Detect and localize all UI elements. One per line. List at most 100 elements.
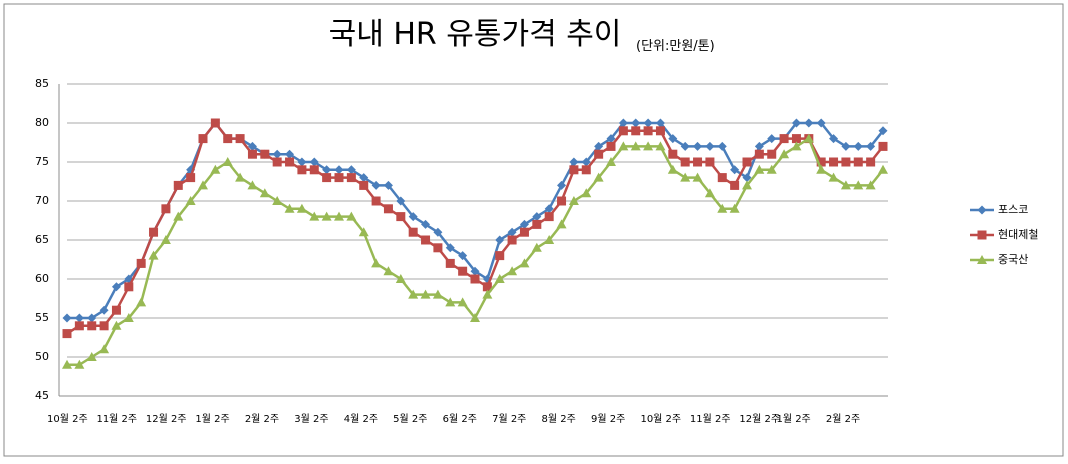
x-tick-label: 12월 2주 bbox=[739, 413, 780, 425]
point bbox=[705, 157, 715, 167]
point bbox=[618, 118, 628, 128]
x-tick-label: 11월 2주 bbox=[96, 413, 137, 425]
point bbox=[173, 180, 183, 190]
point bbox=[470, 313, 480, 322]
point bbox=[297, 157, 307, 167]
point bbox=[458, 251, 468, 261]
point bbox=[606, 157, 616, 166]
point bbox=[692, 172, 703, 182]
point bbox=[334, 211, 344, 221]
point bbox=[704, 188, 715, 198]
point bbox=[222, 157, 233, 166]
point bbox=[421, 235, 431, 245]
point bbox=[321, 211, 332, 221]
point bbox=[186, 173, 196, 183]
point bbox=[668, 149, 678, 159]
chart-subtitle: (단위:만원/톤) bbox=[636, 39, 715, 54]
point bbox=[519, 219, 529, 229]
point bbox=[395, 274, 406, 283]
point bbox=[359, 173, 369, 183]
x-tick-label: 12월 2주 bbox=[146, 413, 187, 425]
point bbox=[111, 282, 121, 292]
point bbox=[433, 243, 443, 253]
point bbox=[655, 141, 666, 151]
point bbox=[729, 203, 740, 213]
point bbox=[74, 313, 84, 323]
point bbox=[359, 180, 369, 190]
point bbox=[730, 165, 740, 175]
point bbox=[408, 289, 419, 299]
point bbox=[259, 188, 270, 198]
point bbox=[840, 180, 851, 190]
x-tick-label: 3월 2주 bbox=[294, 413, 328, 425]
point bbox=[977, 205, 987, 215]
point bbox=[606, 141, 616, 151]
point bbox=[767, 134, 777, 144]
point bbox=[458, 266, 468, 276]
point bbox=[272, 196, 283, 205]
point bbox=[705, 141, 715, 151]
point bbox=[482, 282, 492, 292]
y-tick-label: 60 bbox=[35, 272, 49, 285]
point bbox=[680, 157, 690, 167]
point bbox=[977, 255, 987, 264]
point bbox=[866, 141, 876, 151]
point bbox=[507, 227, 517, 237]
point bbox=[655, 126, 665, 136]
point bbox=[569, 157, 579, 167]
point bbox=[618, 126, 628, 136]
point bbox=[668, 134, 678, 144]
point bbox=[544, 235, 555, 244]
point bbox=[247, 141, 257, 151]
point bbox=[878, 141, 888, 151]
point bbox=[544, 204, 554, 214]
point bbox=[853, 157, 863, 167]
point bbox=[87, 313, 97, 323]
x-tick-label: 11월 2주 bbox=[690, 413, 731, 425]
point bbox=[507, 235, 517, 245]
point bbox=[160, 235, 171, 244]
point bbox=[556, 219, 567, 229]
point bbox=[791, 141, 802, 151]
point bbox=[173, 211, 184, 221]
point bbox=[643, 118, 653, 128]
point bbox=[296, 203, 307, 213]
point bbox=[136, 297, 147, 307]
chart-title: 국내 HR 유통가격 추이 bbox=[329, 17, 622, 52]
point bbox=[383, 204, 393, 214]
point bbox=[544, 212, 554, 222]
point bbox=[334, 173, 344, 183]
point bbox=[334, 165, 344, 175]
point bbox=[754, 141, 764, 151]
point bbox=[433, 227, 443, 237]
point bbox=[878, 126, 888, 136]
point bbox=[742, 180, 752, 190]
point bbox=[754, 164, 765, 174]
point bbox=[630, 141, 641, 151]
point bbox=[87, 321, 97, 331]
point bbox=[148, 250, 159, 260]
x-tick-label: 2월 2주 bbox=[245, 413, 279, 425]
point bbox=[730, 180, 740, 190]
point bbox=[99, 305, 109, 315]
point bbox=[742, 157, 752, 167]
point bbox=[655, 118, 665, 128]
point bbox=[74, 359, 85, 369]
point bbox=[482, 289, 493, 299]
point bbox=[322, 173, 332, 183]
point bbox=[816, 118, 826, 128]
point bbox=[631, 126, 641, 136]
point bbox=[791, 134, 801, 144]
point bbox=[804, 118, 814, 128]
point bbox=[272, 149, 282, 159]
point bbox=[878, 164, 888, 174]
point bbox=[581, 157, 591, 167]
point bbox=[470, 266, 480, 276]
point bbox=[123, 313, 134, 322]
point bbox=[99, 321, 109, 331]
point bbox=[816, 157, 826, 167]
point bbox=[124, 282, 134, 292]
x-tick-label: 2월 2주 bbox=[826, 413, 860, 425]
point bbox=[358, 227, 369, 237]
